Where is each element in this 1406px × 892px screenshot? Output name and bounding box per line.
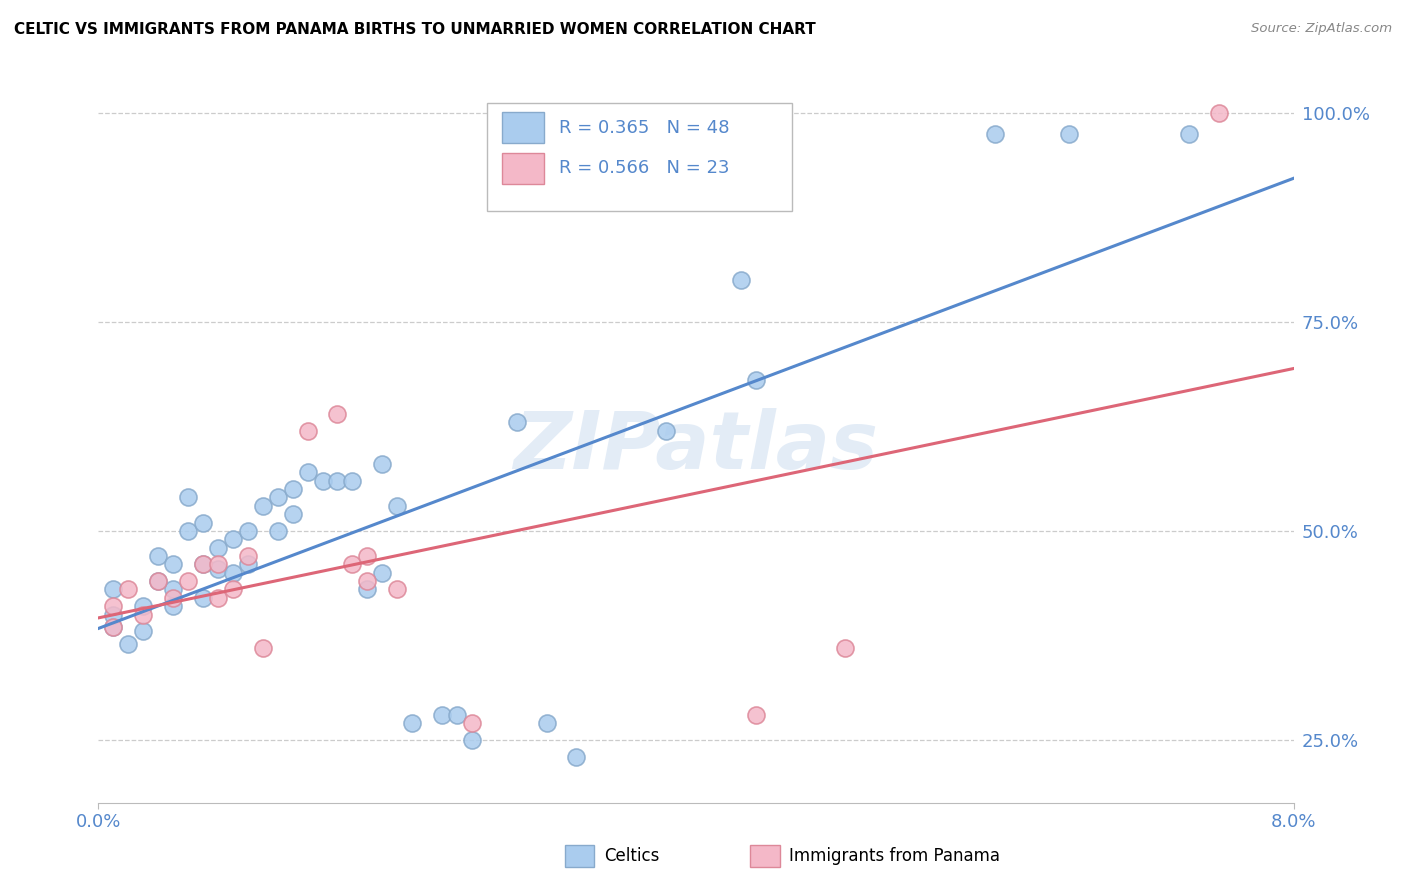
Point: [252, 499, 274, 513]
Point: [148, 574, 170, 588]
Point: [371, 457, 394, 471]
Point: [385, 499, 409, 513]
Point: [207, 561, 229, 575]
Point: [655, 424, 678, 438]
Point: [103, 607, 125, 622]
Point: [281, 507, 304, 521]
Point: [326, 474, 349, 488]
Point: [177, 491, 200, 505]
Point: [207, 541, 229, 555]
Point: [162, 558, 184, 572]
Point: [730, 273, 752, 287]
FancyBboxPatch shape: [502, 112, 544, 143]
Point: [132, 607, 155, 622]
Point: [311, 474, 333, 488]
Point: [103, 582, 125, 597]
Point: [191, 558, 214, 572]
Point: [297, 424, 319, 438]
Point: [103, 599, 125, 614]
Point: [1178, 127, 1201, 141]
Point: [446, 708, 468, 723]
Point: [745, 373, 768, 387]
Point: [162, 599, 184, 614]
Point: [162, 582, 184, 597]
Point: [297, 466, 319, 480]
Point: [984, 127, 1007, 141]
Point: [117, 582, 139, 597]
Point: [356, 582, 378, 597]
Point: [401, 716, 423, 731]
Point: [267, 524, 290, 538]
Point: [342, 558, 364, 572]
Text: Celtics: Celtics: [605, 847, 659, 865]
Point: [506, 415, 529, 429]
FancyBboxPatch shape: [502, 153, 544, 184]
Point: [148, 574, 170, 588]
Point: [207, 591, 229, 605]
Point: [222, 566, 245, 580]
Point: [148, 549, 170, 563]
Text: ZIPatlas: ZIPatlas: [513, 409, 879, 486]
Point: [267, 491, 290, 505]
Point: [162, 591, 184, 605]
Point: [1208, 105, 1230, 120]
Point: [236, 524, 259, 538]
Point: [222, 533, 245, 547]
Point: [385, 582, 409, 597]
Point: [745, 708, 768, 723]
Point: [132, 624, 155, 639]
Point: [461, 716, 484, 731]
Point: [565, 749, 588, 764]
Text: R = 0.566   N = 23: R = 0.566 N = 23: [558, 160, 730, 178]
Point: [103, 620, 125, 634]
Point: [356, 549, 378, 563]
Point: [236, 558, 259, 572]
Point: [132, 599, 155, 614]
Text: Source: ZipAtlas.com: Source: ZipAtlas.com: [1251, 22, 1392, 36]
Point: [191, 516, 214, 530]
Text: CELTIC VS IMMIGRANTS FROM PANAMA BIRTHS TO UNMARRIED WOMEN CORRELATION CHART: CELTIC VS IMMIGRANTS FROM PANAMA BIRTHS …: [14, 22, 815, 37]
Point: [222, 582, 245, 597]
Point: [461, 733, 484, 747]
Point: [326, 407, 349, 421]
Point: [371, 566, 394, 580]
Point: [356, 574, 378, 588]
Point: [177, 524, 200, 538]
Point: [342, 474, 364, 488]
Point: [191, 591, 214, 605]
Text: R = 0.365   N = 48: R = 0.365 N = 48: [558, 119, 730, 136]
FancyBboxPatch shape: [565, 845, 595, 867]
FancyBboxPatch shape: [486, 103, 792, 211]
Point: [430, 708, 453, 723]
Point: [191, 558, 214, 572]
Point: [252, 640, 274, 655]
Point: [536, 716, 558, 731]
FancyBboxPatch shape: [749, 845, 780, 867]
Point: [834, 640, 856, 655]
Point: [117, 637, 139, 651]
Point: [236, 549, 259, 563]
Point: [177, 574, 200, 588]
Point: [103, 620, 125, 634]
Point: [207, 558, 229, 572]
Text: Immigrants from Panama: Immigrants from Panama: [789, 847, 1000, 865]
Point: [1059, 127, 1081, 141]
Point: [281, 482, 304, 496]
